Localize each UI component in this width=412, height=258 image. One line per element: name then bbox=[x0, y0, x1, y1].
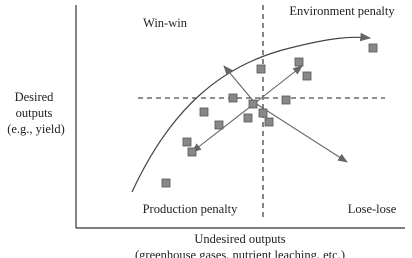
quadrant-label: Environment penalty bbox=[289, 4, 395, 18]
point bbox=[302, 71, 312, 81]
point bbox=[214, 120, 224, 130]
point bbox=[187, 147, 197, 157]
point bbox=[294, 57, 304, 67]
x-axis-label: Undesired outputs bbox=[194, 232, 285, 246]
point bbox=[248, 99, 258, 109]
x-axis-label: (greenhouse gases, nutrient leaching, et… bbox=[135, 248, 345, 258]
quadrant-label: Win-win bbox=[143, 16, 188, 30]
point bbox=[243, 113, 253, 123]
y-axis-label: outputs bbox=[16, 106, 53, 120]
point bbox=[199, 107, 209, 117]
point bbox=[281, 95, 291, 105]
point bbox=[182, 137, 192, 147]
point bbox=[368, 43, 378, 53]
arrow bbox=[191, 102, 256, 153]
point bbox=[258, 108, 268, 118]
point bbox=[228, 93, 238, 103]
arrow bbox=[254, 102, 348, 163]
y-axis-label: Desired bbox=[15, 90, 55, 104]
arrow bbox=[223, 65, 256, 104]
point bbox=[161, 178, 171, 188]
quadrant-label: Lose-lose bbox=[348, 202, 397, 216]
quadrant-label: Production penalty bbox=[143, 202, 239, 216]
arrow bbox=[254, 65, 303, 104]
arrows bbox=[191, 65, 348, 163]
points bbox=[161, 43, 378, 188]
axes bbox=[75, 5, 405, 229]
y-axis-label: (e.g., yield) bbox=[7, 122, 65, 136]
point bbox=[264, 117, 274, 127]
point bbox=[256, 64, 266, 74]
frontier-curve bbox=[131, 32, 372, 193]
